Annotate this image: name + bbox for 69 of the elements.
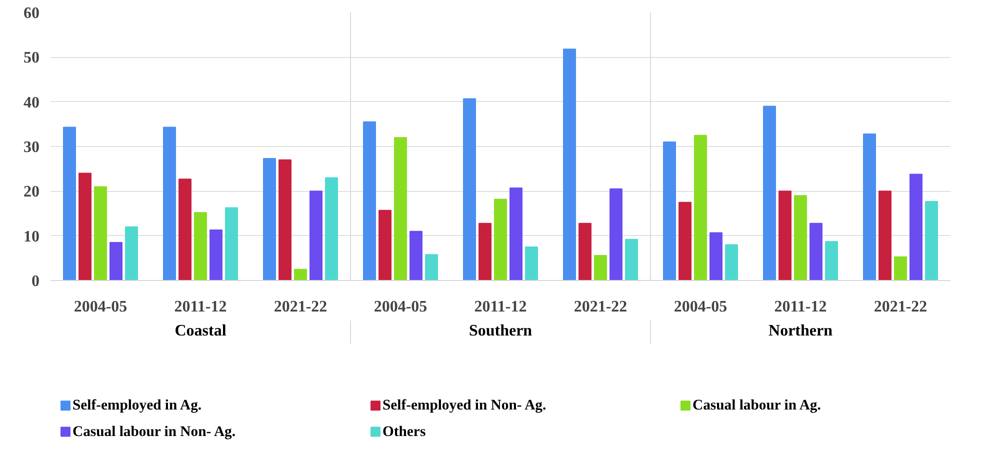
- bar: [878, 190, 892, 280]
- bar: [578, 222, 592, 280]
- bar: [594, 254, 607, 280]
- bar: [178, 178, 192, 280]
- bar: [663, 142, 676, 280]
- legend-label: Self-employed in Ag.: [72, 398, 202, 414]
- bar: [78, 172, 92, 280]
- bar: [110, 242, 122, 280]
- bar: [694, 134, 707, 280]
- text: Southern: [468, 322, 532, 340]
- bar: [510, 188, 522, 280]
- bar: [494, 198, 507, 280]
- bar: [610, 188, 622, 280]
- x-tick-label: 2004-05: [674, 298, 728, 316]
- legend-label: Self-employed in Non- Ag.: [382, 398, 546, 414]
- bar: [525, 246, 538, 280]
- bar: [263, 158, 276, 280]
- bar: [194, 212, 207, 280]
- bar: [394, 137, 407, 280]
- y-tick-label: 50: [24, 50, 40, 67]
- bar: [678, 202, 692, 280]
- bar: [63, 126, 76, 280]
- bar: [725, 244, 738, 280]
- y-tick-label: 60: [24, 5, 40, 22]
- y-tick-label: 30: [24, 139, 40, 156]
- x-tick-label: 2021-22: [274, 298, 328, 316]
- bar: [163, 126, 176, 280]
- bar: [910, 174, 922, 280]
- bar: [810, 222, 822, 280]
- bar: [210, 230, 222, 280]
- bar: [378, 210, 392, 280]
- bar: [363, 121, 376, 280]
- y-tick-label: 40: [24, 94, 40, 112]
- bar: [294, 268, 307, 280]
- y-tick-label: 10: [24, 228, 40, 246]
- x-tick-label: 2011-12: [774, 298, 827, 316]
- x-tick-label: 2011-12: [474, 298, 527, 316]
- x-tick-label: 2004-05: [374, 298, 428, 316]
- bar: [710, 232, 722, 280]
- x-tick-label: 2021-22: [574, 298, 628, 316]
- bar: [225, 207, 238, 280]
- bar: [425, 254, 438, 280]
- bar: [410, 230, 422, 280]
- bar: [778, 190, 792, 280]
- bar: [625, 238, 638, 280]
- y-tick-label: 0: [32, 273, 40, 290]
- bar: [825, 241, 838, 280]
- bar: [94, 186, 107, 280]
- bar: [278, 159, 292, 280]
- bar: [325, 177, 338, 280]
- bar: [563, 48, 576, 280]
- bar: [794, 195, 807, 280]
- x-tick-label: 2011-12: [174, 298, 227, 316]
- bar: [478, 222, 492, 280]
- bar: [463, 98, 476, 280]
- bar: [310, 190, 322, 280]
- bar: [894, 256, 907, 280]
- bar: [125, 226, 138, 280]
- legend-label: Others: [382, 424, 426, 440]
- bar: [925, 200, 938, 280]
- x-tick-label: 2021-22: [874, 298, 928, 316]
- legend-label: Casual labour in Non- Ag.: [72, 424, 236, 440]
- y-tick-label: 20: [24, 184, 40, 201]
- bar: [763, 106, 776, 280]
- bar: [863, 133, 876, 280]
- x-tick-label: 2004-05: [74, 298, 128, 316]
- legend-label: Casual labour in Ag.: [692, 398, 822, 414]
- text: Northern: [768, 322, 833, 340]
- text: Coastal: [174, 322, 227, 340]
